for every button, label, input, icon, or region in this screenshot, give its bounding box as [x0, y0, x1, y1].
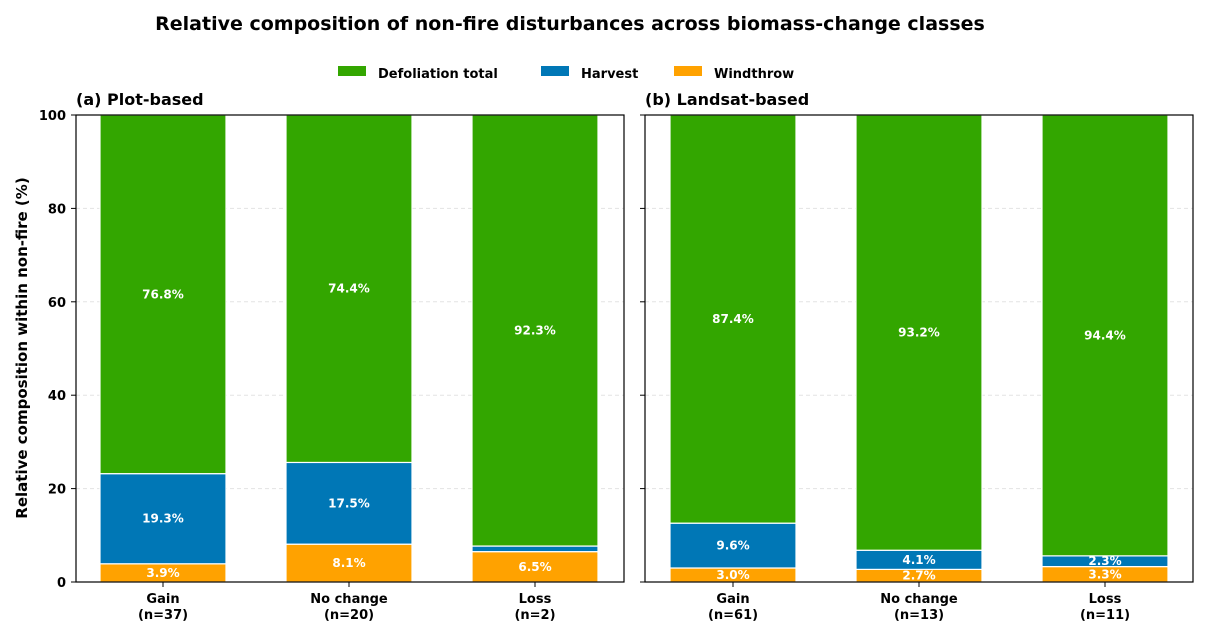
- y-tick-label: 40: [48, 389, 66, 404]
- data-label-defoliation-total: 94.4%: [1084, 328, 1126, 342]
- legend-label-windthrow: Windthrow: [714, 67, 794, 82]
- chart-title: Relative composition of non-fire disturb…: [155, 13, 985, 35]
- x-tick-label: No change: [310, 592, 388, 607]
- data-label-defoliation-total: 76.8%: [142, 287, 184, 301]
- data-label-windthrow: 3.9%: [146, 566, 179, 580]
- data-label-defoliation-total: 93.2%: [898, 326, 940, 340]
- x-tick-label: Loss: [1089, 592, 1122, 607]
- y-tick-label: 20: [48, 483, 66, 498]
- legend-swatch-harvest: [541, 66, 569, 76]
- x-tick-label: Gain: [716, 592, 749, 607]
- bar-segment-harvest: [99, 473, 227, 565]
- data-label-harvest: 4.1%: [902, 553, 935, 567]
- bar-segment-harvest: [669, 522, 797, 569]
- panel-landsat-based: (b) Landsat-based 3.0% 9.6% 87.4% Gain(n=61…: [640, 90, 1194, 623]
- y-tick-label: 100: [39, 109, 66, 124]
- y-tick-label: 80: [48, 202, 66, 217]
- data-label-harvest: 2.3%: [1088, 554, 1121, 568]
- y-axis-label: Relative composition within non-fire (%): [13, 177, 31, 518]
- x-tick-label: No change: [880, 592, 958, 607]
- legend-label-harvest: Harvest: [581, 67, 638, 82]
- data-label-defoliation-total: 87.4%: [712, 312, 754, 326]
- bar-segment-harvest: [471, 545, 599, 553]
- data-label-defoliation-total: 92.3%: [514, 324, 556, 338]
- x-tick-sublabel: (n=13): [894, 608, 944, 623]
- plot-frame: [644, 114, 1194, 583]
- x-tick-sublabel: (n=2): [514, 608, 555, 623]
- data-label-harvest: 9.6%: [716, 539, 749, 553]
- data-label-windthrow: 8.1%: [332, 556, 365, 570]
- bar-segment-harvest: [285, 461, 413, 545]
- panel-a-title: (a) Plot-based: [76, 90, 204, 109]
- panel-b-title: (b) Landsat-based: [645, 90, 809, 109]
- bar-segment-defoliation-total: [1041, 114, 1169, 557]
- legend-swatch-defoliation: [338, 66, 366, 76]
- data-label-harvest: 19.3%: [142, 512, 184, 526]
- legend-label-defoliation: Defoliation total: [378, 67, 498, 82]
- y-tick-label: 60: [48, 296, 66, 311]
- x-tick-sublabel: (n=20): [324, 608, 374, 623]
- data-label-windthrow: 3.0%: [716, 568, 749, 582]
- x-tick-sublabel: (n=37): [138, 608, 188, 623]
- y-tick-label: 0: [57, 576, 66, 591]
- x-tick-label: Loss: [519, 592, 552, 607]
- bar-segment-defoliation-total: [669, 114, 797, 524]
- bar-segment-defoliation-total: [285, 114, 413, 464]
- data-label-windthrow: 2.7%: [902, 569, 935, 583]
- panel-plot-based: (a) Plot-based 0 20 40 60 80 100 3.9% 19.3% 76.8…: [39, 90, 625, 623]
- data-label-defoliation-total: 74.4%: [328, 282, 370, 296]
- bar-segment-windthrow: [285, 543, 413, 583]
- bar-segment-defoliation-total: [99, 114, 227, 475]
- x-tick-sublabel: (n=11): [1080, 608, 1130, 623]
- data-label-windthrow: 6.5%: [518, 560, 551, 574]
- legend-swatch-windthrow: [674, 66, 702, 76]
- data-label-harvest: 17.5%: [328, 496, 370, 510]
- x-tick-sublabel: (n=61): [708, 608, 758, 623]
- plot-frame: [75, 114, 625, 583]
- bar-segment-defoliation-total: [855, 114, 983, 551]
- legend: Defoliation total Harvest Windthrow: [338, 66, 794, 82]
- data-label-windthrow: 3.3%: [1088, 567, 1121, 581]
- x-tick-label: Gain: [146, 592, 179, 607]
